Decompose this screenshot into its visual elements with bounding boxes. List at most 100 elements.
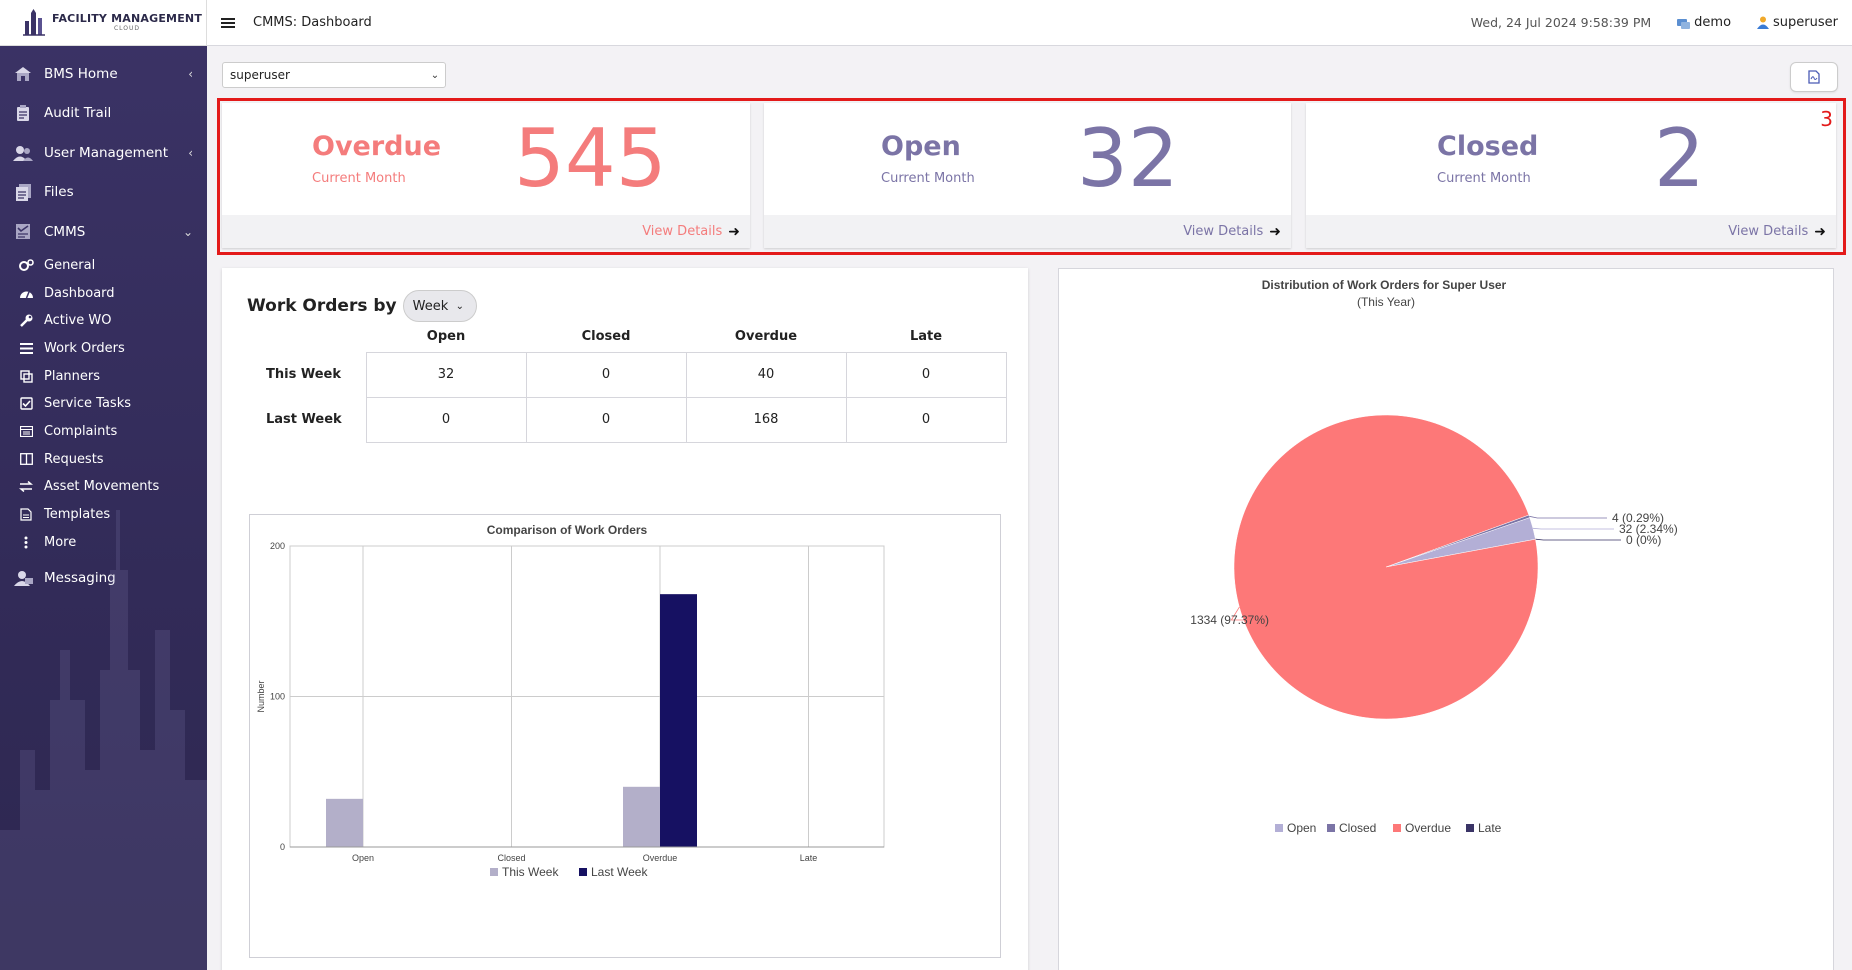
brand-name: FACILITY MANAGEMENT xyxy=(52,12,203,25)
legend-label[interactable]: Closed xyxy=(1339,821,1376,835)
sidebar-item-user-management[interactable]: User Management ‹ xyxy=(0,133,207,173)
sidebar-item-label: Active WO xyxy=(44,313,112,329)
pie-slice-overdue[interactable] xyxy=(1233,414,1539,720)
pie-data-label: 1334 (97.37%) xyxy=(1190,613,1269,627)
period-value: Week xyxy=(412,298,449,314)
closed-count: 2 xyxy=(1654,112,1705,205)
pie-leader-line xyxy=(1535,538,1621,541)
legend-label[interactable]: Last Week xyxy=(591,865,648,879)
sidebar-item-templates[interactable]: Templates xyxy=(0,501,207,529)
sidebar-item-complaints[interactable]: Complaints xyxy=(0,418,207,446)
chevron-left-icon: ‹ xyxy=(188,66,193,81)
overdue-card: Overdue Current Month 545 View Details ➜ xyxy=(222,103,750,248)
sidebar-item-bms-home[interactable]: BMS Home ‹ xyxy=(0,54,207,94)
bar-last-week-overdue[interactable] xyxy=(660,594,697,847)
cmms-icon xyxy=(12,223,34,241)
closed-card: Closed Current Month 2 View Details ➜ xyxy=(1306,103,1836,248)
overdue-view-details-link[interactable]: View Details ➜ xyxy=(222,215,750,248)
user-menu[interactable]: superuser xyxy=(1757,15,1838,30)
col-header-late: Late xyxy=(909,329,943,345)
bar-chart-svg: Comparison of Work Orders 0 100 200 Number Op… xyxy=(256,523,885,879)
legend-label[interactable]: Late xyxy=(1478,821,1502,835)
closed-title: Closed xyxy=(1437,131,1539,162)
sidebar-item-general[interactable]: General xyxy=(0,252,207,280)
cmms-submenu: General Dashboard Active WO Work Orders … xyxy=(0,252,207,557)
legend-label[interactable]: Open xyxy=(1287,821,1316,835)
sidebar-item-work-orders[interactable]: Work Orders xyxy=(0,335,207,363)
audit-icon xyxy=(12,104,34,122)
sidebar-item-label: Templates xyxy=(44,507,111,523)
closed-view-details-link[interactable]: View Details ➜ xyxy=(1306,215,1836,248)
work-orders-table: Open Closed Overdue Late This Week 32 0 … xyxy=(247,322,1007,443)
overdue-subtitle: Current Month xyxy=(312,171,406,186)
col-header-overdue: Overdue xyxy=(734,329,798,345)
brand-logo[interactable]: FACILITY MANAGEMENT CLOUD xyxy=(0,0,207,46)
main-content: superuser ⌄ Overdue Current Month 545 Vi… xyxy=(207,46,1852,970)
sidebar-item-requests[interactable]: Requests xyxy=(0,445,207,473)
bar-this-week-open[interactable] xyxy=(326,798,363,847)
user-icon xyxy=(1757,16,1770,29)
files-icon xyxy=(12,183,34,201)
view-details-label: View Details xyxy=(1728,224,1809,239)
messaging-icon xyxy=(12,569,34,587)
sidebar-item-label: BMS Home xyxy=(44,65,118,82)
table-cell: 0 xyxy=(845,396,1007,443)
sidebar-item-service-tasks[interactable]: Service Tasks xyxy=(0,390,207,418)
period-select[interactable]: Week ⌄ xyxy=(402,290,477,322)
sidebar-item-label: Asset Movements xyxy=(44,479,160,495)
bar-this-week-overdue[interactable] xyxy=(623,786,660,847)
user-name: superuser xyxy=(1773,15,1838,30)
sidebar-item-active-wo[interactable]: Active WO xyxy=(0,307,207,335)
sidebar-item-label: Work Orders xyxy=(44,340,125,356)
sidebar-item-cmms[interactable]: CMMS ⌄ xyxy=(0,212,207,252)
work-orders-heading: Work Orders by Week ⌄ xyxy=(247,290,477,322)
table-cell: 40 xyxy=(685,351,847,398)
sidebar-item-files[interactable]: Files xyxy=(0,173,207,213)
table-corner xyxy=(247,322,366,352)
columns-icon xyxy=(18,452,34,466)
annotation-highlight-box: 3 xyxy=(217,98,1846,255)
pie-chart-svg: Distribution of Work Orders for Super Us… xyxy=(1190,278,1677,835)
open-view-details-link[interactable]: View Details ➜ xyxy=(764,215,1291,248)
x-tick-label: Closed xyxy=(497,853,525,863)
row-header: Last Week xyxy=(266,412,342,427)
overdue-count: 545 xyxy=(514,112,667,205)
y-tick-label: 100 xyxy=(270,692,285,702)
page-title: CMMS: Dashboard xyxy=(253,15,372,30)
user-filter-select[interactable]: superuser ⌄ xyxy=(222,62,446,88)
table-row: This Week 32 0 40 0 xyxy=(247,351,1007,398)
site-selector[interactable]: demo xyxy=(1677,15,1731,30)
legend-swatch xyxy=(1275,824,1283,832)
sidebar-item-label: CMMS xyxy=(44,223,86,240)
sidebar-item-messaging[interactable]: Messaging xyxy=(0,558,207,598)
table-cell: 0 xyxy=(365,396,527,443)
more-vertical-icon xyxy=(18,535,34,549)
legend-swatch xyxy=(490,868,498,876)
sidebar-item-asset-movements[interactable]: Asset Movements xyxy=(0,473,207,501)
sidebar-item-more[interactable]: More xyxy=(0,528,207,556)
view-details-label: View Details xyxy=(642,224,723,239)
chevron-down-icon: ⌄ xyxy=(430,69,440,81)
top-header: CMMS: Dashboard Wed, 24 Jul 2024 9:58:39… xyxy=(207,0,1852,46)
pie-data-label: 0 (0%) xyxy=(1626,533,1661,547)
pdf-file-icon xyxy=(1808,70,1820,84)
arrow-right-icon: ➜ xyxy=(1814,223,1826,240)
sidebar-item-label: Files xyxy=(44,184,74,201)
menu-toggle-icon[interactable] xyxy=(221,17,235,28)
legend-swatch xyxy=(1466,824,1474,832)
table-cell: 0 xyxy=(845,351,1007,398)
x-tick-label: Overdue xyxy=(643,853,678,863)
sidebar-item-planners[interactable]: Planners xyxy=(0,362,207,390)
sidebar-item-dashboard[interactable]: Dashboard xyxy=(0,279,207,307)
exchange-icon xyxy=(18,480,34,494)
legend-label[interactable]: Overdue xyxy=(1405,821,1451,835)
export-pdf-button[interactable] xyxy=(1790,62,1838,92)
sidebar: FACILITY MANAGEMENT CLOUD BMS Home ‹ Aud… xyxy=(0,0,207,970)
distribution-panel: Distribution of Work Orders for Super Us… xyxy=(1058,268,1834,970)
sidebar-item-audit-trail[interactable]: Audit Trail xyxy=(0,94,207,134)
pie-leader-line xyxy=(1529,515,1607,519)
legend-label[interactable]: This Week xyxy=(502,865,559,879)
cogs-icon xyxy=(18,258,34,272)
chevron-down-icon: ⌄ xyxy=(455,300,465,312)
x-tick-label: Late xyxy=(800,853,818,863)
